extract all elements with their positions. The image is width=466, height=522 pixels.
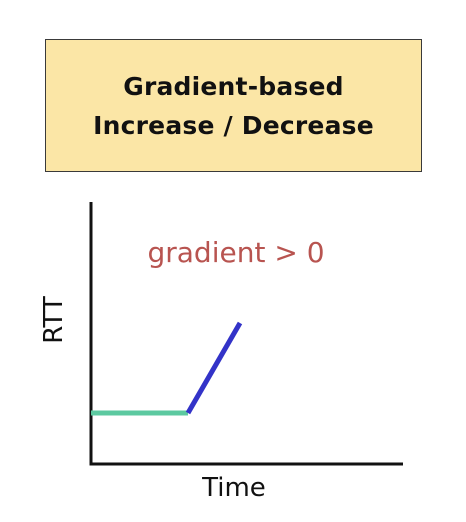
rising-rtt-segment xyxy=(185,321,243,415)
title-line-1: Gradient-based xyxy=(123,71,344,101)
y-axis-label: RTT xyxy=(39,296,69,344)
title-box: Gradient-based Increase / Decrease xyxy=(45,39,422,172)
x-axis-label: Time xyxy=(201,473,266,503)
gradient-annotation: gradient > 0 xyxy=(147,236,324,269)
title-line-2: Increase / Decrease xyxy=(93,110,374,140)
